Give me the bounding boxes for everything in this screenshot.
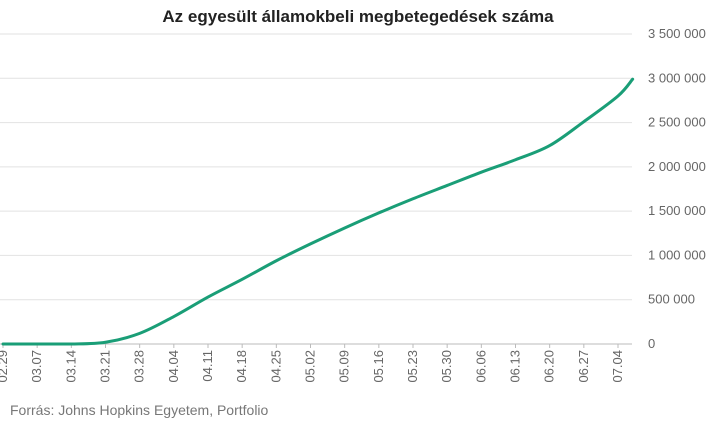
x-tick-label: 05.23 — [405, 350, 420, 383]
x-tick-label: 06.20 — [542, 350, 557, 383]
y-tick-label: 3 500 000 — [648, 26, 706, 41]
x-tick-label: 03.28 — [132, 350, 147, 383]
x-tick-label: 03.07 — [29, 350, 44, 383]
x-tick-label: 05.30 — [439, 350, 454, 383]
y-axis-labels: 0 500 000 1 000 000 1 500 000 2 000 000 2 500… — [648, 26, 706, 351]
grid-lines — [0, 33, 632, 345]
x-tick-label: 06.06 — [473, 350, 488, 383]
x-tick-label: 07.04 — [610, 350, 625, 383]
y-tick-label: 2 500 000 — [648, 115, 706, 130]
y-tick-label: 500 000 — [648, 292, 695, 307]
x-tick-label: 06.13 — [508, 350, 523, 383]
x-tick-label: 04.18 — [234, 350, 249, 383]
x-tick-label: 05.16 — [371, 350, 386, 383]
source-note: Forrás: Johns Hopkins Egyetem, Portfolio — [10, 402, 269, 418]
x-tick-label: 04.25 — [268, 350, 283, 383]
chart-title: Az egyesült államokbeli megbetegedések s… — [162, 7, 554, 26]
x-tick-label: 04.11 — [200, 350, 215, 382]
x-tick-label: 06.27 — [576, 350, 591, 383]
series-line — [1, 77, 635, 346]
y-tick-label: 2 000 000 — [648, 159, 706, 174]
x-tick-label: 02.29 — [0, 350, 10, 383]
line-chart: 0 500 000 1 000 000 1 500 000 2 000 000 2 500… — [0, 26, 706, 383]
series-layer — [1, 77, 635, 346]
y-tick-label: 3 000 000 — [648, 70, 706, 85]
y-tick-label: 1 000 000 — [648, 247, 706, 262]
y-tick-label: 0 — [648, 336, 655, 351]
x-axis-labels: 02.29 03.07 03.14 03.21 03.28 04.04 04.11 04.18… — [0, 344, 625, 383]
x-tick-label: 04.04 — [166, 350, 181, 383]
x-tick-label: 03.21 — [98, 350, 113, 383]
y-tick-label: 1 500 000 — [648, 203, 706, 218]
x-tick-label: 05.02 — [303, 350, 318, 383]
x-tick-label: 05.09 — [337, 350, 352, 383]
x-tick-label: 03.14 — [63, 350, 78, 383]
